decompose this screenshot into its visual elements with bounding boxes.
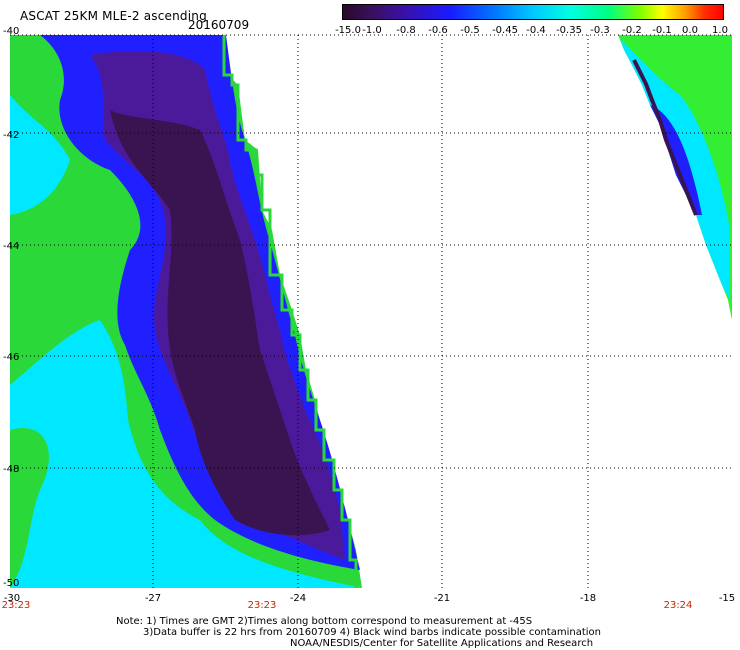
- time-label: 23:23: [247, 600, 277, 611]
- colorbar-label: -0.45: [492, 25, 518, 36]
- swath-cyan-region: [10, 35, 362, 588]
- lon-label: -27: [144, 593, 162, 604]
- lon-label: -21: [433, 593, 451, 604]
- note-line-1: Note: 1) Times are GMT 2)Times along bot…: [116, 616, 533, 627]
- colorbar-label: -0.1: [652, 25, 672, 36]
- map-date: 20160709: [188, 18, 250, 32]
- colorbar-label: -15.0: [335, 25, 361, 36]
- colorbar-label: -0.3: [590, 25, 610, 36]
- colorbar-label: -0.4: [526, 25, 546, 36]
- lat-label: -40: [3, 26, 20, 37]
- wind-swath-east: [618, 35, 732, 320]
- east-swath-purple-edge: [632, 59, 698, 216]
- graticule: [10, 34, 732, 588]
- colorbar-label: -0.8: [396, 25, 416, 36]
- colorbar-label: -1.0: [362, 25, 382, 36]
- lon-label: -15: [718, 593, 736, 604]
- colorbar-label: -0.5: [460, 25, 480, 36]
- lon-label: -18: [579, 593, 597, 604]
- wind-swath-west: [10, 35, 362, 588]
- swath-dark-purple-core: [110, 110, 330, 536]
- lat-label: -44: [3, 241, 20, 252]
- east-swath-base: [618, 35, 732, 320]
- colorbar-label: -0.2: [622, 25, 642, 36]
- note-line-2: 3)Data buffer is 22 hrs from 20160709 4)…: [143, 627, 601, 638]
- colorbar-label: -0.6: [428, 25, 448, 36]
- colorbar-label: 0.0: [682, 25, 698, 36]
- time-label: 23:24: [663, 600, 693, 611]
- lat-label: -48: [3, 464, 20, 475]
- map-title: ASCAT 25KM MLE-2 ascending: [20, 9, 207, 23]
- lon-label: -30: [3, 593, 21, 604]
- colorbar-label: 1.0: [712, 25, 728, 36]
- lat-label: -46: [3, 352, 20, 363]
- colorbar: [342, 4, 724, 20]
- colorbar-label: -0.35: [556, 25, 582, 36]
- lon-label: -24: [289, 593, 307, 604]
- lat-label: -42: [3, 130, 20, 141]
- lat-label: -50: [3, 578, 20, 589]
- time-label: 23:23: [1, 600, 31, 611]
- swath-staircase-edge: [222, 35, 358, 588]
- note-line-3: NOAA/NESDIS/Center for Satellite Applica…: [290, 638, 594, 649]
